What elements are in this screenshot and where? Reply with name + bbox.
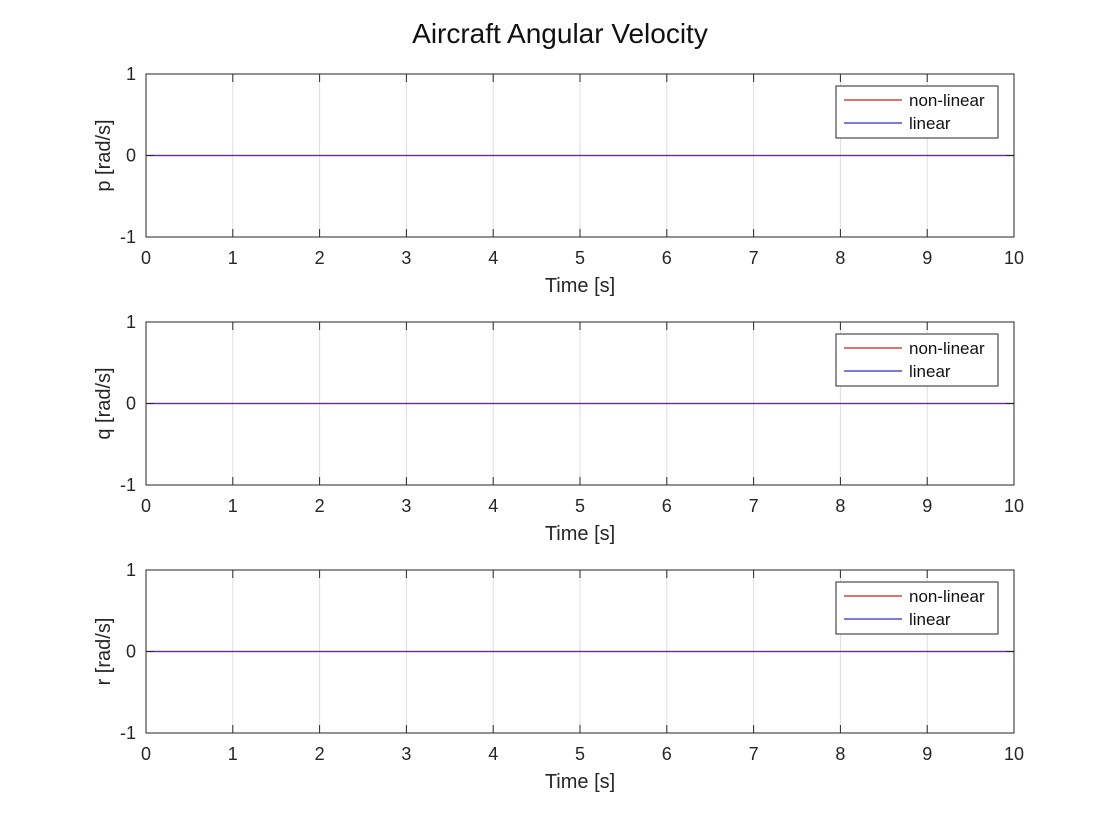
- x-tick-label: 5: [575, 496, 585, 516]
- x-tick-label: 8: [835, 496, 845, 516]
- x-tick-label: 6: [662, 496, 672, 516]
- x-tick-label: 1: [228, 744, 238, 764]
- x-tick-label: 1: [228, 496, 238, 516]
- x-tick-label: 0: [141, 496, 151, 516]
- x-tick-label: 8: [835, 248, 845, 268]
- y-tick-label: 0: [126, 146, 136, 166]
- x-tick-label: 10: [1004, 248, 1024, 268]
- legend-label-linear: linear: [909, 114, 951, 133]
- y-tick-label: 1: [126, 64, 136, 84]
- x-tick-label: 4: [488, 744, 498, 764]
- x-tick-label: 1: [228, 248, 238, 268]
- x-tick-label: 2: [315, 744, 325, 764]
- x-tick-label: 3: [401, 248, 411, 268]
- y-tick-label: -1: [120, 723, 136, 743]
- x-tick-label: 8: [835, 744, 845, 764]
- legend: non-linear linear: [835, 85, 999, 139]
- x-tick-label: 4: [488, 248, 498, 268]
- x-axis-label: Time [s]: [545, 523, 615, 545]
- x-tick-label: 2: [315, 248, 325, 268]
- y-tick-label: 0: [126, 642, 136, 662]
- x-tick-label: 3: [401, 496, 411, 516]
- legend-label-non-linear: non-linear: [909, 91, 985, 110]
- x-tick-label: 3: [401, 744, 411, 764]
- y-axis-label: p [rad/s]: [93, 119, 115, 191]
- x-tick-label: 4: [488, 496, 498, 516]
- x-tick-label: 10: [1004, 496, 1024, 516]
- legend-box: [835, 333, 999, 387]
- x-tick-label: 5: [575, 248, 585, 268]
- x-axis-label: Time [s]: [545, 771, 615, 793]
- x-tick-label: 6: [662, 248, 672, 268]
- y-tick-label: -1: [120, 475, 136, 495]
- legend-label-linear: linear: [909, 610, 951, 629]
- legend-label-non-linear: non-linear: [909, 339, 985, 358]
- legend-box: [835, 85, 999, 139]
- x-tick-label: 7: [749, 744, 759, 764]
- x-tick-label: 10: [1004, 744, 1024, 764]
- legend: non-linear linear: [835, 581, 999, 635]
- x-tick-label: 7: [749, 496, 759, 516]
- figure-title: Aircraft Angular Velocity: [412, 18, 708, 49]
- y-tick-label: -1: [120, 227, 136, 247]
- legend-box: [835, 581, 999, 635]
- x-tick-label: 9: [922, 496, 932, 516]
- y-axis-label: r [rad/s]: [93, 618, 115, 686]
- x-tick-label: 0: [141, 744, 151, 764]
- x-tick-label: 5: [575, 744, 585, 764]
- x-axis-label: Time [s]: [545, 275, 615, 297]
- y-axis-label: q [rad/s]: [93, 367, 115, 439]
- legend-label-linear: linear: [909, 362, 951, 381]
- x-tick-label: 6: [662, 744, 672, 764]
- x-tick-label: 9: [922, 248, 932, 268]
- x-tick-label: 2: [315, 496, 325, 516]
- y-tick-label: 0: [126, 394, 136, 414]
- y-tick-label: 1: [126, 560, 136, 580]
- legend: non-linear linear: [835, 333, 999, 387]
- legend-label-non-linear: non-linear: [909, 587, 985, 606]
- x-tick-label: 0: [141, 248, 151, 268]
- y-tick-label: 1: [126, 312, 136, 332]
- x-tick-label: 7: [749, 248, 759, 268]
- x-tick-label: 9: [922, 744, 932, 764]
